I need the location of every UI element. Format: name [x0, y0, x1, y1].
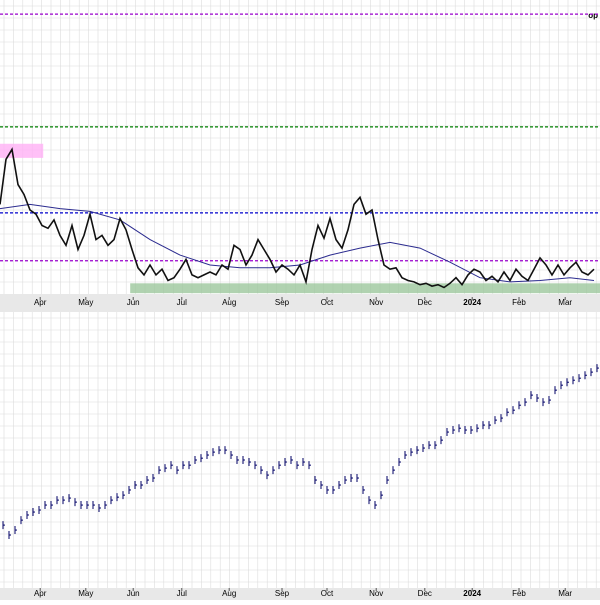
x-tick-label: Dec — [418, 298, 432, 307]
series-line — [0, 147, 595, 289]
x-tick-label: Jul — [177, 589, 187, 598]
x-tick-label: Jul — [177, 298, 187, 307]
bottom-axis-strip — [0, 588, 600, 600]
x-tick-label: Sep — [275, 589, 290, 598]
zone — [0, 143, 44, 158]
top-panel — [0, 0, 600, 294]
top-axis-strip — [0, 294, 600, 312]
x-tick-label: May — [78, 298, 93, 307]
x-tick-label: May — [78, 589, 93, 598]
x-tick-label: Mar — [558, 589, 572, 598]
x-tick-label: Nov — [369, 298, 383, 307]
x-tick-label: Oct — [321, 589, 334, 598]
x-tick-label: Sep — [275, 298, 290, 307]
x-tick-label: Feb — [512, 589, 526, 598]
x-tick-label: 2024 — [463, 298, 481, 307]
x-tick-label: Aug — [222, 298, 236, 307]
x-tick-label: Nov — [369, 589, 383, 598]
x-tick-label: Dec — [418, 589, 432, 598]
x-tick-label: 2024 — [463, 589, 481, 598]
corner-text: op — [588, 11, 598, 20]
x-tick-label: Apr — [34, 589, 47, 598]
x-tick-label: Apr — [34, 298, 47, 307]
grid — [0, 0, 600, 588]
x-tick-label: Jun — [127, 298, 140, 307]
x-tick-label: Feb — [512, 298, 526, 307]
x-tick-label: Oct — [321, 298, 334, 307]
x-tick-label: Jun — [127, 589, 140, 598]
x-tick-label: Aug — [222, 589, 236, 598]
zone — [130, 283, 600, 294]
x-tick-label: Mar — [558, 298, 572, 307]
